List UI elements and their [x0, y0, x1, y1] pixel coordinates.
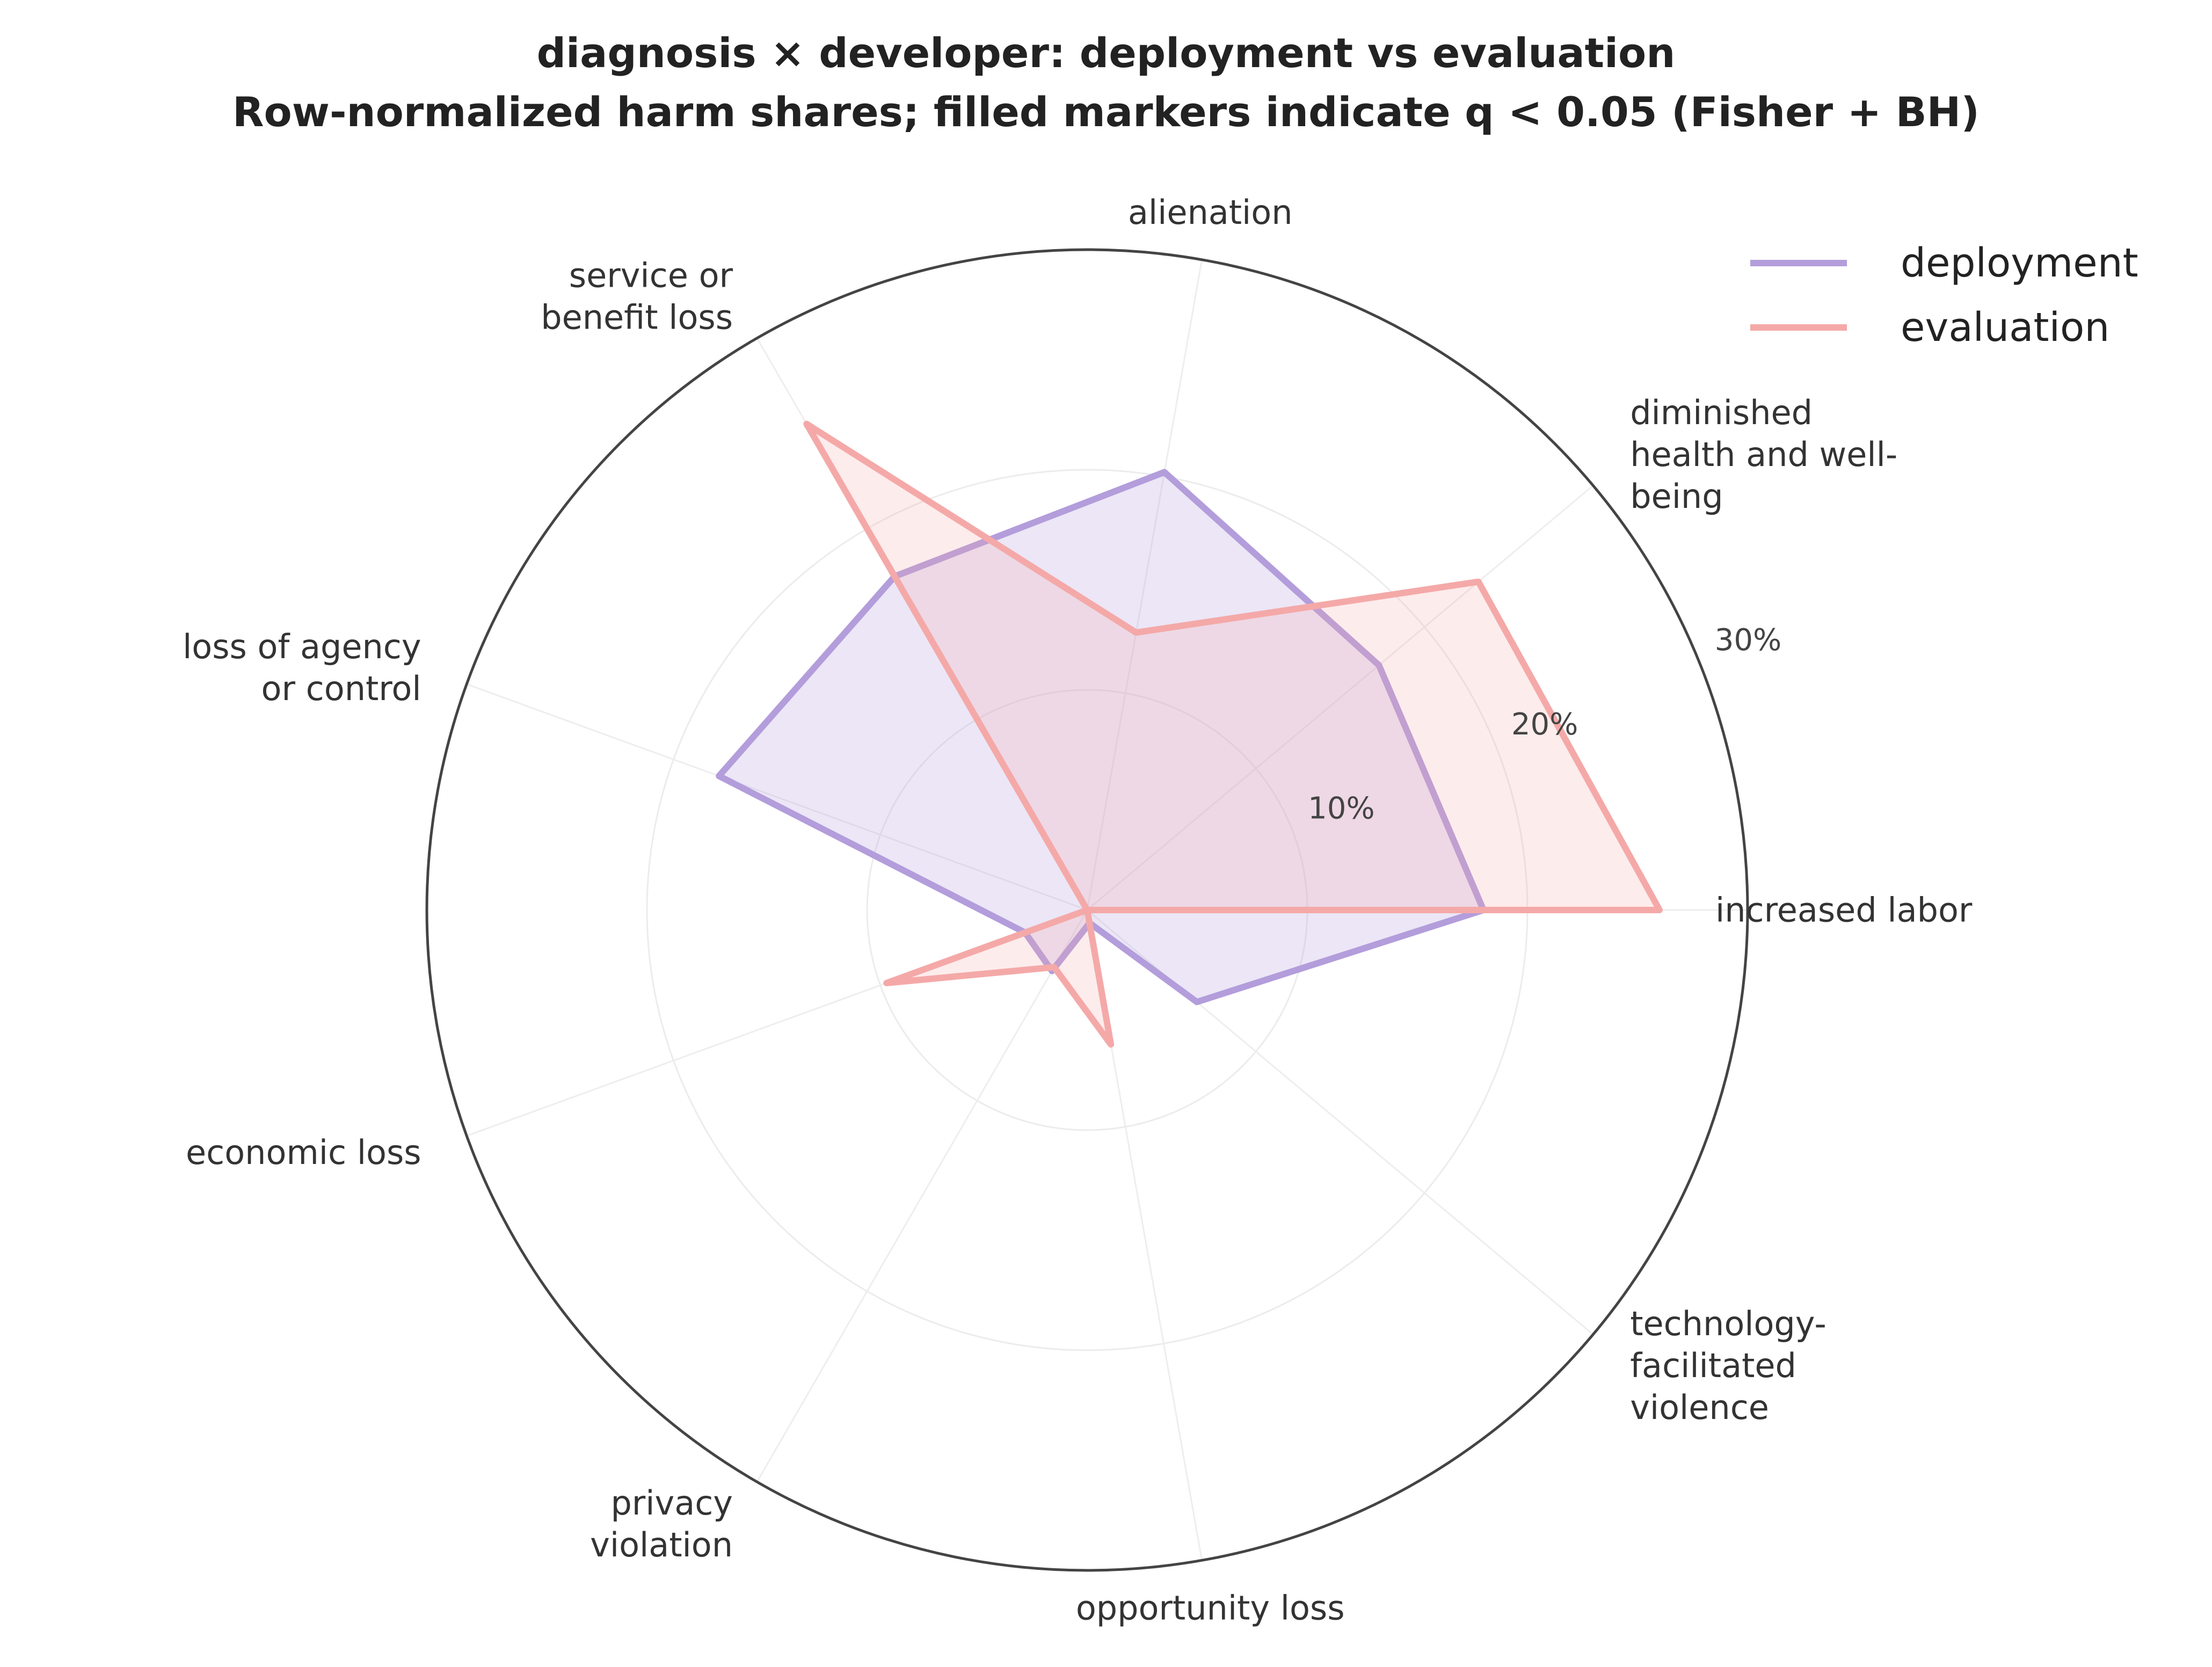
category-label-7: opportunity loss [1076, 1589, 1345, 1628]
chart-subtitle: Row-normalized harm shares; filled marke… [232, 88, 1980, 136]
rtick-label-2: 30% [1715, 623, 1781, 658]
spoke-6 [756, 909, 1088, 1482]
category-label-8: technology-facilitated violence [1630, 1304, 1827, 1427]
category-label-5: economic loss [186, 1133, 421, 1172]
category-label-0: increased labor [1715, 891, 1973, 930]
category-label-0-line-0: increased labor [1715, 891, 1973, 930]
category-label-2-line-0: alienation [1128, 193, 1293, 232]
category-label-4-line-1: or control [261, 669, 421, 708]
radar-series [716, 420, 1663, 1048]
category-label-5-line-0: economic loss [186, 1133, 421, 1172]
spoke-1 [1087, 485, 1594, 911]
legend-label-evaluation: evaluation [1901, 304, 2109, 351]
category-label-2: alienation [1128, 193, 1293, 232]
category-label-1: diminished health and well-being [1630, 393, 1897, 516]
category-label-3-line-0: service or [569, 256, 733, 295]
category-label-8-line-0: technology- [1630, 1304, 1827, 1343]
category-label-6-line-1: violation [590, 1525, 733, 1564]
category-label-4-line-0: loss of agency [183, 627, 421, 666]
category-label-4: loss of agency or control [183, 627, 421, 708]
category-label-7-line-0: opportunity loss [1076, 1589, 1345, 1628]
category-label-6: privacy violation [590, 1483, 733, 1564]
spoke-4 [466, 683, 1088, 911]
category-label-8-line-2: violence [1630, 1388, 1769, 1427]
series-line-deployment [716, 469, 1487, 1006]
radar-frame [425, 248, 1749, 1572]
legend: deployment evaluation [1750, 240, 2138, 351]
series-fill-evaluation [806, 424, 1660, 1045]
outer-circle [425, 248, 1749, 1572]
category-labels: increased labor diminished health and well… [183, 193, 1973, 1628]
category-label-1-line-1: health and well- [1630, 435, 1897, 474]
radial-tick-labels: 10% 20% 30% [1308, 623, 1781, 826]
chart-title-line-1: diagnosis × developer: deployment vs eva… [537, 29, 1676, 77]
chart-title: diagnosis × developer: deployment vs eva… [232, 29, 1980, 136]
category-label-3-line-1: benefit loss [541, 298, 733, 337]
category-label-1-line-2: being [1630, 477, 1723, 516]
legend-label-deployment: deployment [1901, 240, 2138, 286]
spoke-2 [1086, 259, 1203, 911]
series-line-evaluation [803, 420, 1663, 1048]
category-label-3: service or benefit loss [541, 256, 733, 337]
category-label-8-line-1: facilitated [1630, 1346, 1796, 1385]
category-label-6-line-0: privacy [610, 1483, 733, 1523]
category-label-1-line-0: diminished [1630, 393, 1813, 432]
rtick-label-0: 10% [1308, 791, 1374, 826]
rtick-label-1: 20% [1511, 707, 1578, 742]
